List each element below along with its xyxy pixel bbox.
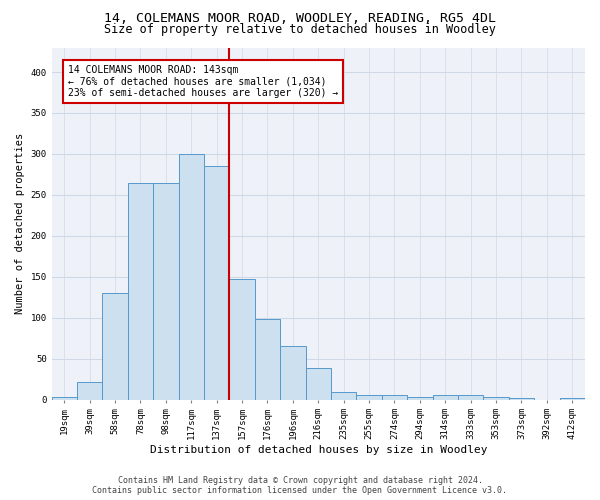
Y-axis label: Number of detached properties: Number of detached properties — [15, 133, 25, 314]
Bar — [255, 320, 280, 400]
Bar — [509, 398, 534, 400]
Bar — [103, 293, 128, 400]
Text: 14 COLEMANS MOOR ROAD: 143sqm
← 76% of detached houses are smaller (1,034)
23% o: 14 COLEMANS MOOR ROAD: 143sqm ← 76% of d… — [68, 65, 338, 98]
X-axis label: Distribution of detached houses by size in Woodley: Distribution of detached houses by size … — [149, 445, 487, 455]
Bar — [305, 368, 331, 400]
Bar — [153, 182, 179, 400]
Text: Size of property relative to detached houses in Woodley: Size of property relative to detached ho… — [104, 22, 496, 36]
Bar — [560, 398, 585, 400]
Bar — [407, 397, 433, 400]
Bar — [382, 396, 407, 400]
Bar — [484, 397, 509, 400]
Bar — [331, 392, 356, 400]
Bar — [77, 382, 103, 400]
Text: 14, COLEMANS MOOR ROAD, WOODLEY, READING, RG5 4DL: 14, COLEMANS MOOR ROAD, WOODLEY, READING… — [104, 12, 496, 26]
Bar — [356, 394, 382, 400]
Bar — [179, 154, 204, 400]
Bar — [280, 346, 305, 400]
Bar — [433, 396, 458, 400]
Bar — [128, 182, 153, 400]
Bar — [458, 396, 484, 400]
Bar — [229, 279, 255, 400]
Text: Contains HM Land Registry data © Crown copyright and database right 2024.
Contai: Contains HM Land Registry data © Crown c… — [92, 476, 508, 495]
Bar — [52, 397, 77, 400]
Bar — [204, 166, 229, 400]
